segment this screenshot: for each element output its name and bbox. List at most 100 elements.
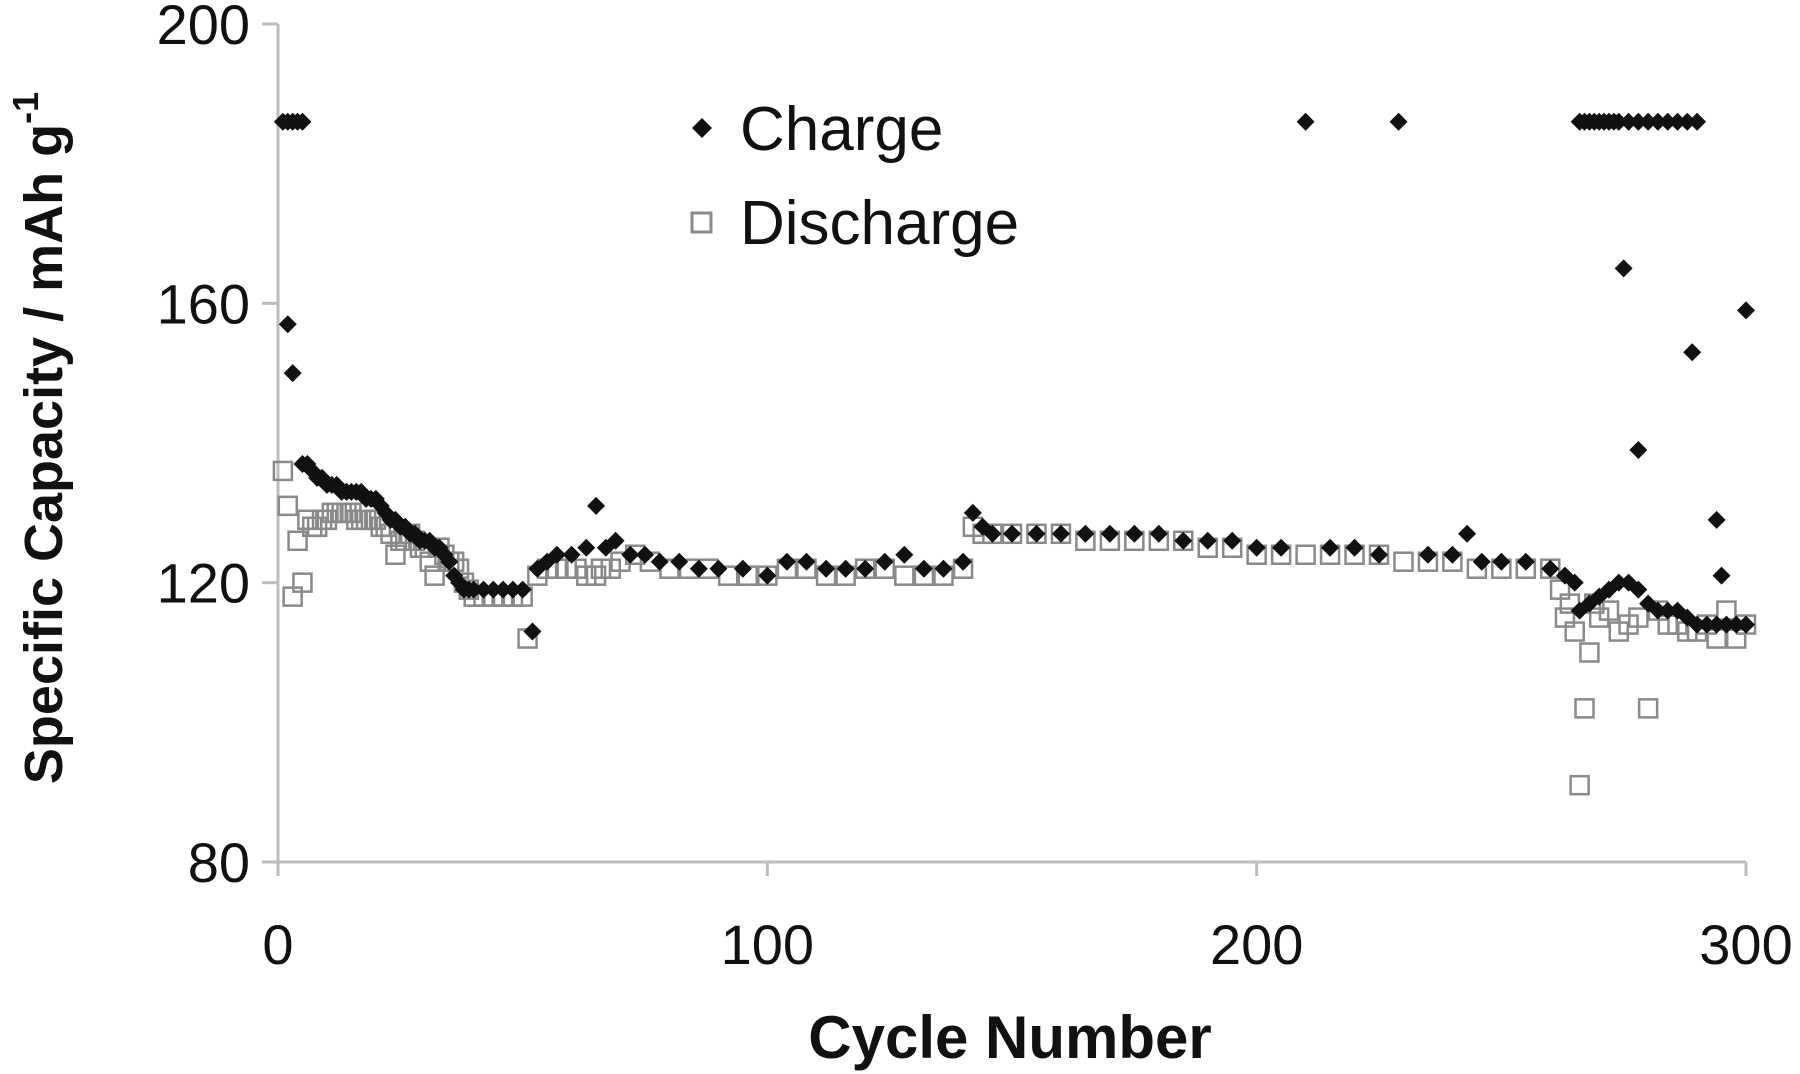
discharge-point xyxy=(1393,551,1414,572)
chart-axes xyxy=(276,24,1746,864)
charge-point xyxy=(1296,112,1315,131)
charge-point xyxy=(689,559,708,578)
charge-point xyxy=(1619,112,1638,131)
charge-point xyxy=(1614,259,1633,278)
y-tick-label: 160 xyxy=(157,272,250,335)
charge-point xyxy=(1418,545,1437,564)
y-axis-title: Specific Capacity / mAh g-1 xyxy=(5,92,74,784)
charge-point xyxy=(1443,545,1462,564)
discharge-point xyxy=(1564,621,1585,642)
charge-point xyxy=(1648,601,1667,620)
charge-point xyxy=(1639,112,1658,131)
discharge-point xyxy=(1579,642,1600,663)
charge-point xyxy=(1458,524,1477,543)
charge-point xyxy=(293,112,312,131)
charge-point xyxy=(758,566,777,585)
legend-discharge-marker xyxy=(690,211,713,234)
charge-point xyxy=(1076,524,1095,543)
discharge-point xyxy=(1598,600,1620,621)
charge-point xyxy=(283,364,302,383)
charge-point xyxy=(1727,615,1746,634)
charge-point xyxy=(1629,440,1648,459)
legend: Charge Discharge xyxy=(690,95,1019,258)
charge-point xyxy=(1472,552,1491,571)
charge-point xyxy=(650,552,669,571)
discharge-point xyxy=(894,565,915,586)
legend-charge-label: Charge xyxy=(740,95,943,164)
discharge-series xyxy=(272,460,1757,796)
charge-point xyxy=(1492,552,1511,571)
charge-point xyxy=(914,559,933,578)
charge-point xyxy=(1321,538,1340,557)
legend-item-charge: Charge xyxy=(692,95,943,164)
charge-point xyxy=(797,552,816,571)
charge-point xyxy=(1027,524,1046,543)
charge-point xyxy=(577,538,596,557)
charge-point xyxy=(440,552,459,571)
charge-point xyxy=(670,552,689,571)
charge-point xyxy=(836,559,855,578)
charge-point xyxy=(547,545,566,564)
charge-point xyxy=(1051,524,1070,543)
discharge-point xyxy=(1569,774,1590,796)
y-tick-label: 120 xyxy=(157,552,250,615)
discharge-point xyxy=(1574,698,1595,719)
legend-charge-marker xyxy=(692,118,712,138)
charge-point xyxy=(464,580,483,599)
charge-point xyxy=(963,503,982,522)
charge-point xyxy=(1712,566,1731,585)
charge-point xyxy=(1683,343,1702,362)
charge-point xyxy=(1149,524,1168,543)
charge-point xyxy=(1345,538,1364,557)
y-tick-label: 80 xyxy=(188,831,250,894)
charge-point xyxy=(1629,580,1648,599)
discharge-point xyxy=(287,530,308,552)
charge-point xyxy=(1648,112,1667,131)
discharge-point xyxy=(277,495,299,517)
charge-point xyxy=(1678,112,1697,131)
axis-ticks: 80 120 160 200 0 100 200 300 xyxy=(157,0,1793,976)
charge-point xyxy=(709,559,728,578)
charge-point xyxy=(1737,301,1755,320)
charge-point xyxy=(856,559,875,578)
charge-point xyxy=(1272,538,1291,557)
charge-point xyxy=(636,545,654,564)
x-tick-label: 300 xyxy=(1699,913,1792,976)
charge-point xyxy=(1541,559,1560,578)
charge-point xyxy=(1737,615,1755,634)
legend-discharge-label: Discharge xyxy=(740,189,1019,258)
charge-point xyxy=(587,496,606,515)
charge-point xyxy=(733,559,752,578)
x-tick-label: 0 xyxy=(262,913,293,976)
charge-point xyxy=(523,622,542,641)
charge-point xyxy=(1697,615,1716,634)
charge-point xyxy=(1668,112,1687,131)
discharge-point xyxy=(424,565,445,586)
charge-point xyxy=(503,580,522,599)
charge-point xyxy=(875,552,894,571)
charge-point xyxy=(494,580,513,599)
discharge-point xyxy=(292,572,313,593)
charge-point xyxy=(1247,538,1266,557)
charge-point xyxy=(1707,615,1726,634)
discharge-point xyxy=(1295,544,1316,565)
charge-point xyxy=(1125,524,1144,543)
charge-point xyxy=(954,552,973,571)
charge-point xyxy=(1629,112,1648,131)
charge-point xyxy=(817,559,836,578)
charge-point xyxy=(1389,112,1408,131)
charge-point xyxy=(474,580,493,599)
x-tick-label: 100 xyxy=(721,913,814,976)
charge-point xyxy=(1688,112,1707,131)
discharge-point xyxy=(585,565,607,586)
charge-point xyxy=(1707,510,1726,529)
y-axis-title-main: Specific Capacity / mAh g xyxy=(14,124,74,784)
charge-point xyxy=(1658,112,1677,131)
charge-point xyxy=(513,580,532,599)
charge-point xyxy=(1370,545,1388,564)
charge-point xyxy=(1565,573,1584,592)
charge-point xyxy=(983,524,1002,543)
x-tick-label: 200 xyxy=(1210,913,1303,976)
y-axis-title-superscript: -1 xyxy=(5,92,46,124)
